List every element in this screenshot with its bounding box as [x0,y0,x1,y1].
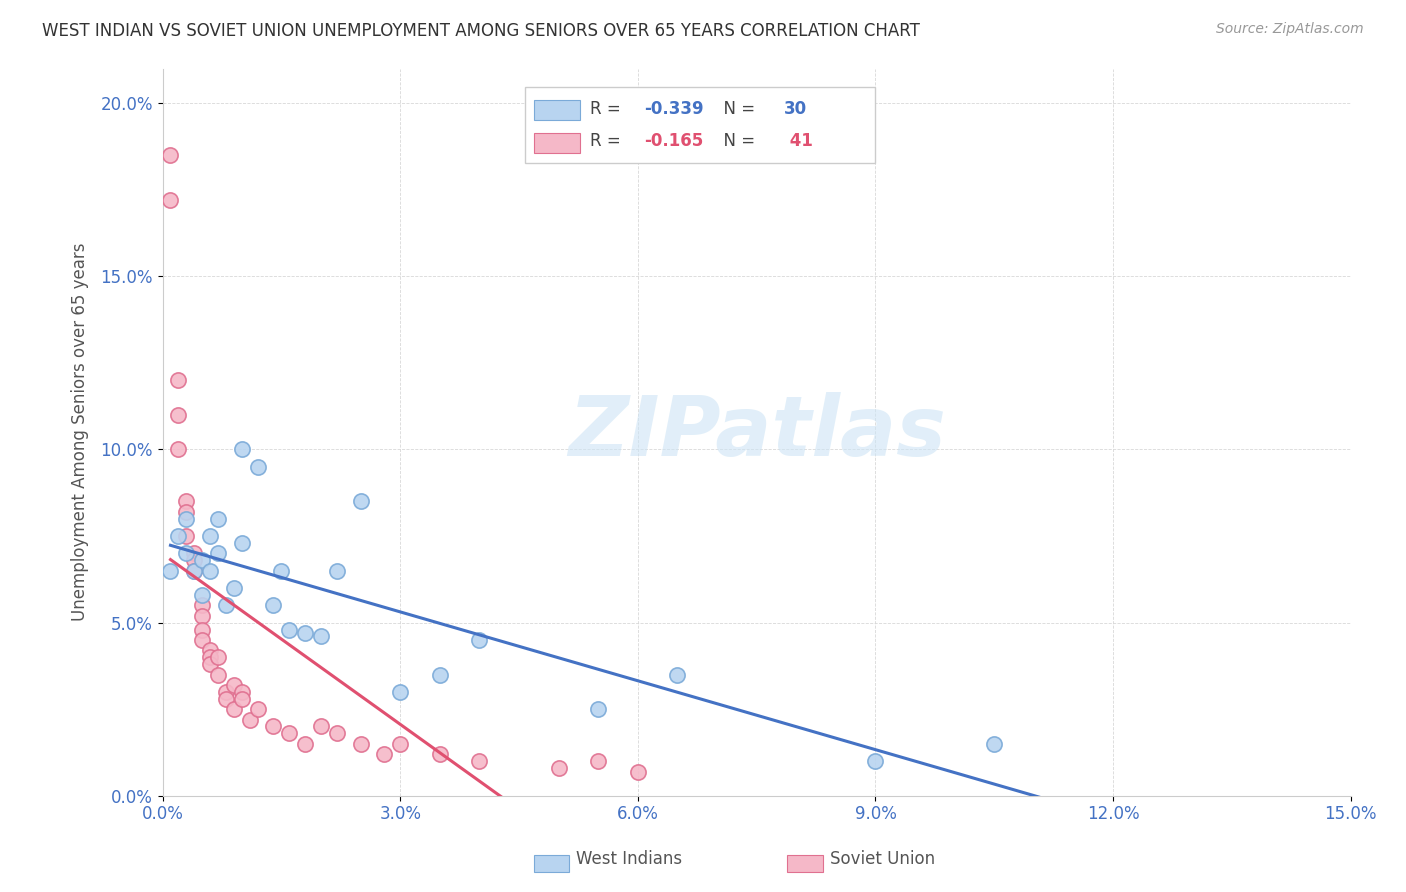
Point [167,373,190,387]
Text: Soviet Union: Soviet Union [830,850,935,868]
Point [239,713,262,727]
Point [278,623,301,637]
Point [207,512,229,526]
Point [167,529,190,543]
Point [176,494,198,508]
Point [586,702,609,716]
Text: Source: ZipAtlas.com: Source: ZipAtlas.com [1216,22,1364,37]
Point [183,564,205,578]
Text: N =: N = [713,100,761,118]
Point [222,678,245,692]
Point [429,747,451,762]
Point [468,632,491,647]
Point [198,529,221,543]
Point [207,650,229,665]
Point [231,685,253,699]
Point [183,564,205,578]
Point [429,667,451,681]
Point [176,546,198,560]
Point [198,564,221,578]
Point [222,702,245,716]
Point [176,512,198,526]
Point [270,564,292,578]
Point [191,623,214,637]
Point [198,657,221,672]
Point [167,442,190,457]
Point [246,702,269,716]
Point [326,564,349,578]
Point [309,719,332,733]
Point [191,588,214,602]
Point [278,726,301,740]
Point [176,529,198,543]
Point [167,408,190,422]
Point [389,737,412,751]
Point [262,719,284,733]
Point [666,667,689,681]
Point [198,650,221,665]
Point [262,599,284,613]
FancyBboxPatch shape [534,133,579,153]
Point [547,761,569,775]
Text: ZIPatlas: ZIPatlas [568,392,946,473]
Point [983,737,1005,751]
Point [198,643,221,657]
Point [183,553,205,567]
Point [349,494,371,508]
Point [231,536,253,550]
Point [326,726,349,740]
Point [294,626,316,640]
Point [349,737,371,751]
Point [586,754,609,768]
FancyBboxPatch shape [524,87,876,163]
Point [191,632,214,647]
Point [191,553,214,567]
Y-axis label: Unemployment Among Seniors over 65 years: Unemployment Among Seniors over 65 years [72,243,89,622]
Text: -0.165: -0.165 [644,132,703,150]
Point [309,630,332,644]
Point [207,546,229,560]
Point [215,685,238,699]
Point [627,764,650,779]
Point [865,754,887,768]
Point [215,599,238,613]
FancyBboxPatch shape [534,100,579,120]
Point [183,546,205,560]
Point [215,691,238,706]
Text: R =: R = [591,100,626,118]
Text: 30: 30 [785,100,807,118]
Point [222,581,245,595]
Point [191,599,214,613]
Text: R =: R = [591,132,626,150]
Point [231,691,253,706]
Point [191,608,214,623]
Point [468,754,491,768]
Point [207,667,229,681]
Point [159,193,181,207]
Point [231,442,253,457]
Point [373,747,395,762]
Point [159,148,181,162]
Text: West Indians: West Indians [576,850,682,868]
Text: -0.339: -0.339 [644,100,703,118]
Text: WEST INDIAN VS SOVIET UNION UNEMPLOYMENT AMONG SENIORS OVER 65 YEARS CORRELATION: WEST INDIAN VS SOVIET UNION UNEMPLOYMENT… [42,22,920,40]
Point [159,564,181,578]
Point [389,685,412,699]
Point [294,737,316,751]
Point [176,505,198,519]
Point [246,459,269,474]
Text: 41: 41 [785,132,813,150]
Text: N =: N = [713,132,761,150]
